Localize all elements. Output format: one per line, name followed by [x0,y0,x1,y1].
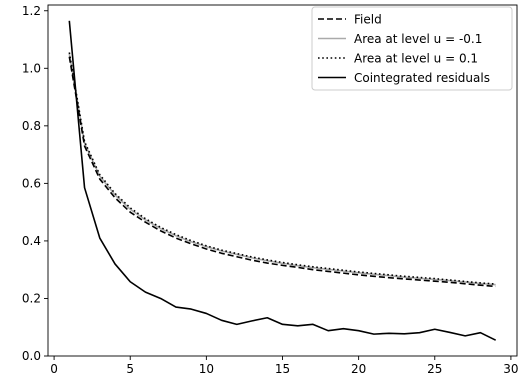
legend-label: Cointegrated residuals [354,71,490,85]
legend-label: Area at level u = 0.1 [354,52,478,66]
y-tick-label: 0.8 [22,119,41,133]
y-tick-label: 0.4 [22,234,41,248]
x-tick-label: 0 [50,362,58,376]
y-tick-label: 0.6 [22,176,41,190]
y-tick-label: 0.2 [22,291,41,305]
legend-label: Field [354,13,382,27]
series-line-cointegrated-residuals [68,20,497,341]
y-tick-label: 1.2 [22,4,41,18]
x-tick-label: 25 [427,362,442,376]
x-tick-label: 10 [199,362,214,376]
legend-label: Area at level u = -0.1 [354,32,482,46]
legend-box [311,6,513,91]
x-tick-label: 5 [126,362,134,376]
y-tick-label: 0.0 [22,349,41,363]
series-line-field [68,56,496,288]
y-tick-label: 1.0 [22,61,41,75]
axes: 0 5 10 15 20 25 30 0.0 0.2 0.4 0.6 0.8 1.0 1.2 [22,4,519,376]
x-tick-label: 20 [351,362,366,376]
x-tick-label: 15 [275,362,290,376]
legend: Field Area at level u = -0.1 Area at level… [311,6,513,91]
series-lines [68,20,497,341]
series-line-area-at-level-u-0-1 [68,53,496,286]
x-tick-label: 30 [503,362,518,376]
